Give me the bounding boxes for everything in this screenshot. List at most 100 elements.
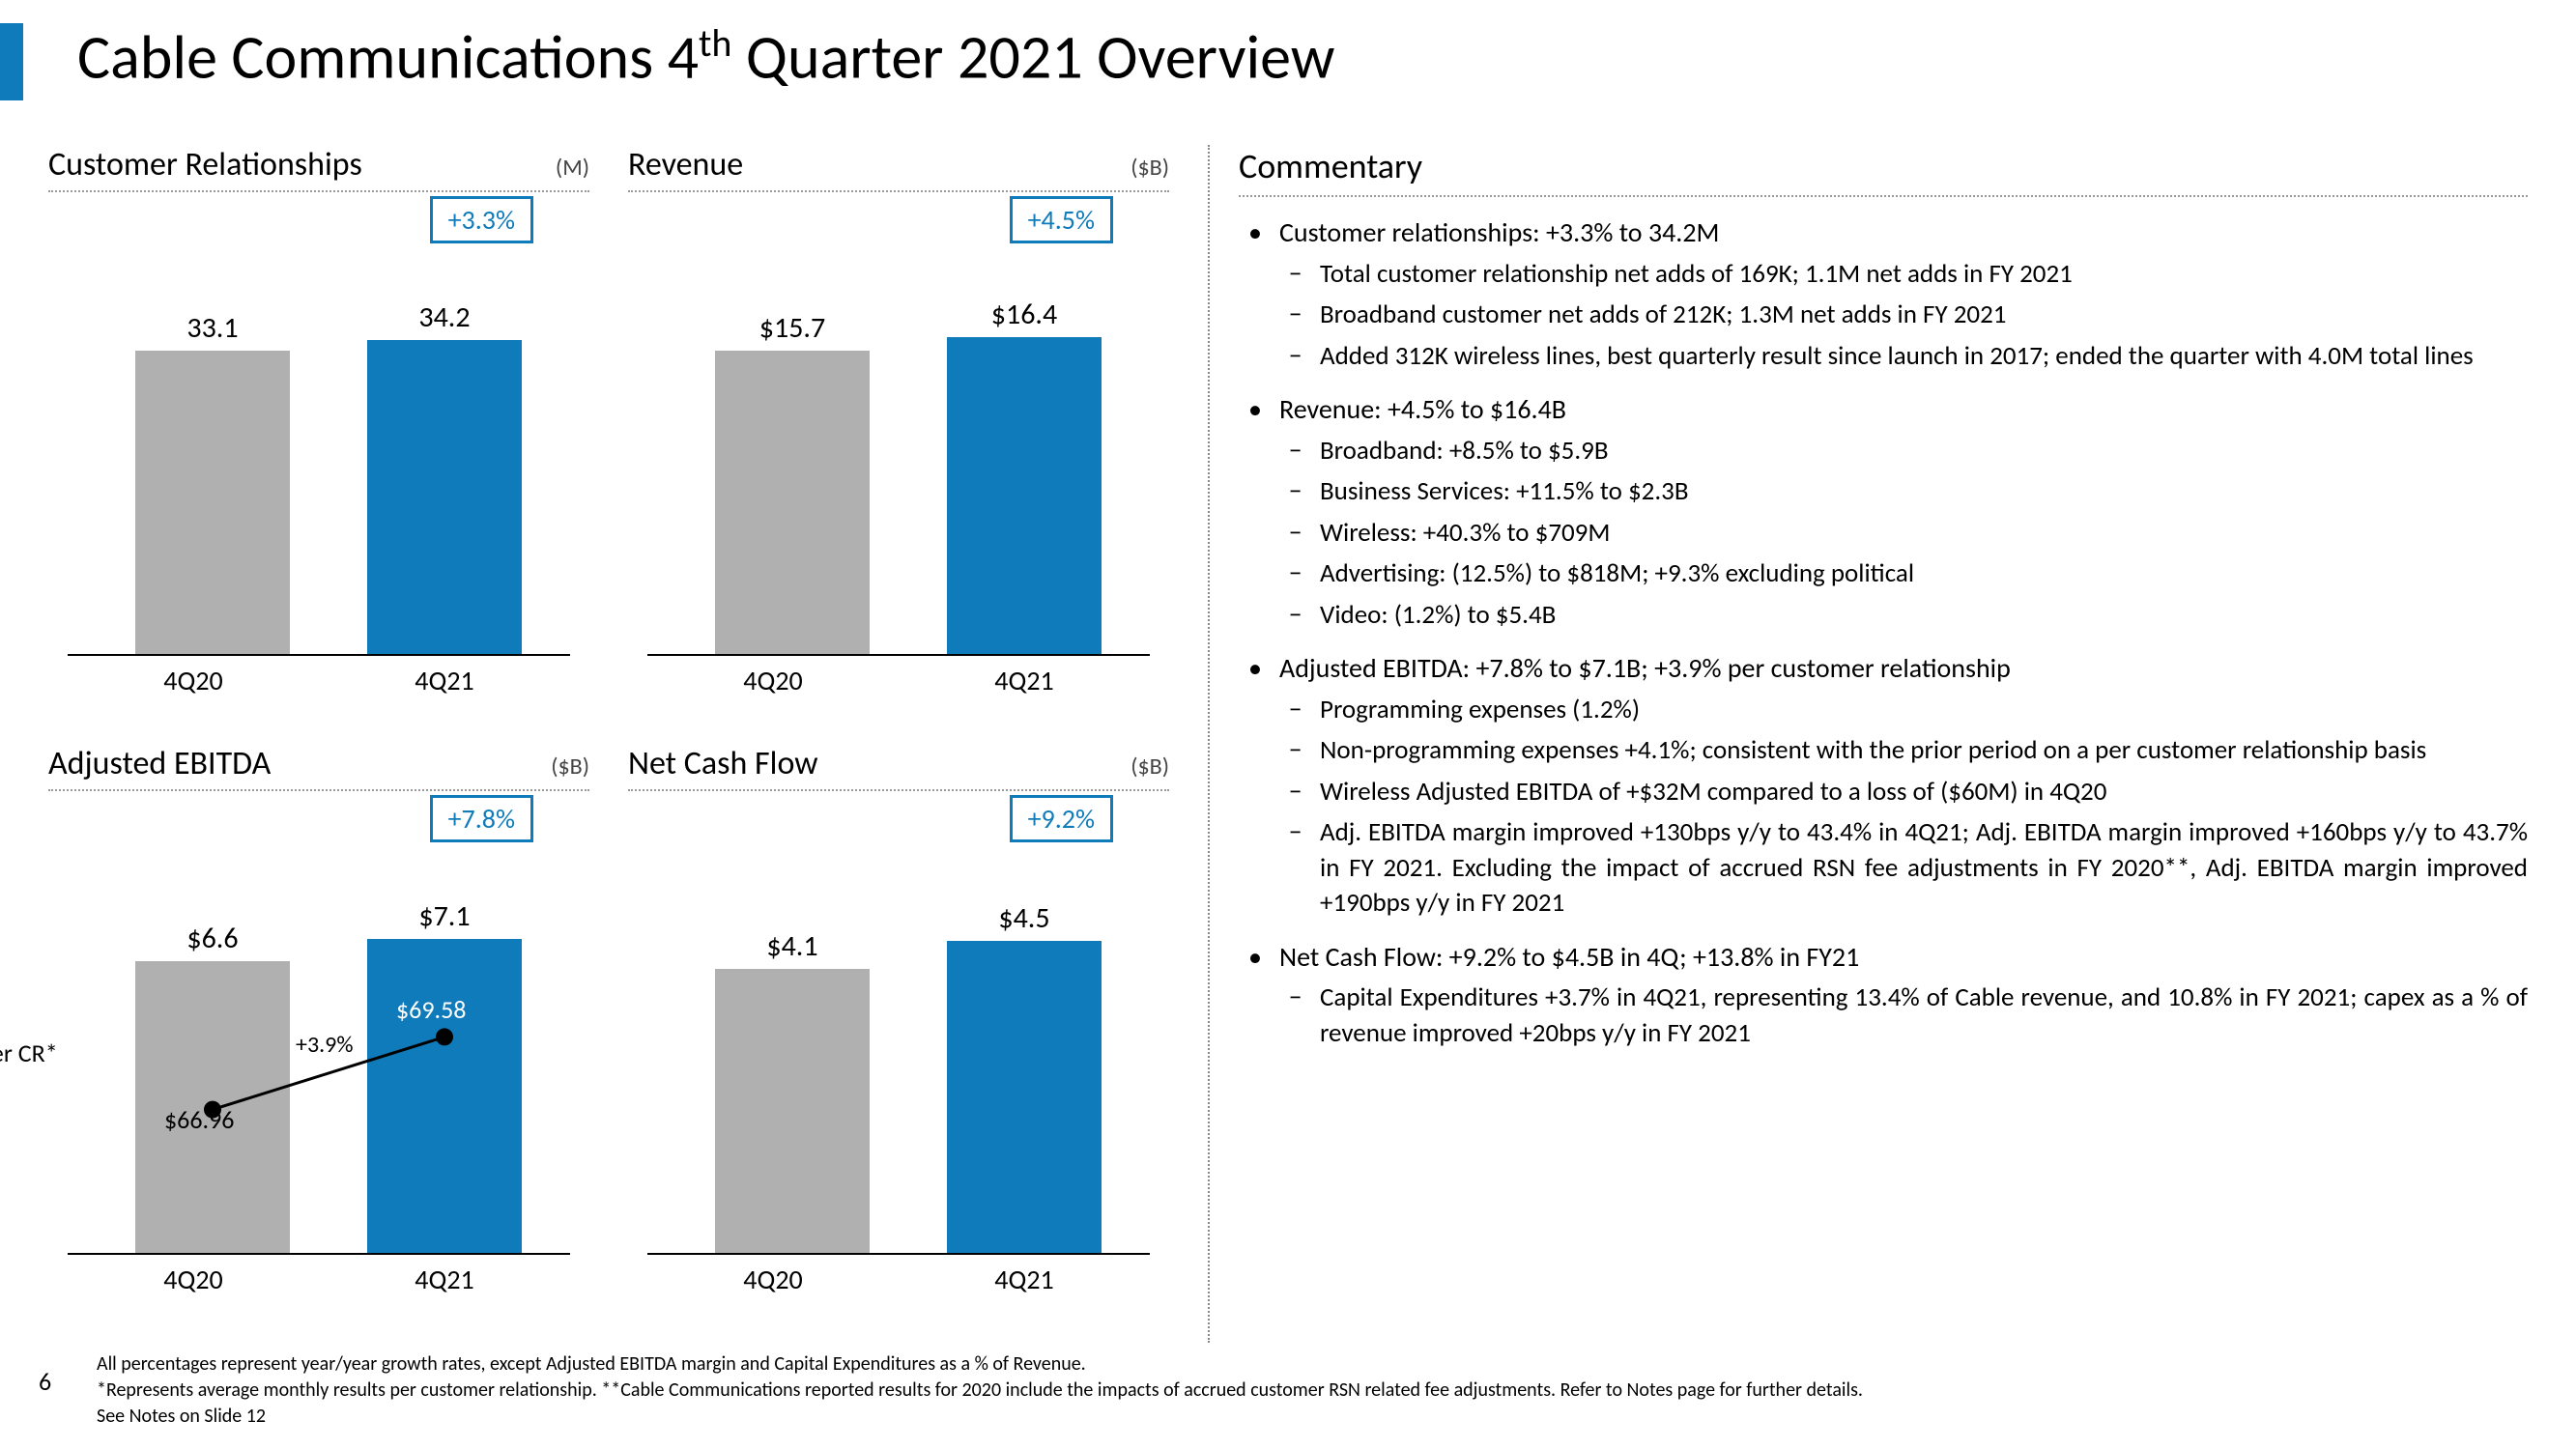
commentary-column: Commentary Customer relationships: +3.3%… — [1239, 145, 2537, 1343]
panel-title: Adjusted EBITDA — [48, 744, 271, 783]
commentary-sublist: Capital Expenditures +3.7% in 4Q21, repr… — [1279, 980, 2528, 1051]
x-label: 4Q20 — [647, 1263, 899, 1296]
panel-header: Net Cash Flow ($B) — [628, 744, 1169, 791]
chart-panel: Revenue ($B) +4.5% $15.7 $16.4 4Q204Q21 — [618, 145, 1179, 744]
growth-badge: +3.3% — [430, 196, 533, 243]
commentary-subitem: Capital Expenditures +3.7% in 4Q21, repr… — [1279, 980, 2528, 1051]
bar-value-label: $4.1 — [715, 928, 870, 964]
commentary-item-text: Net Cash Flow: +9.2% to $4.5B in 4Q; +13… — [1279, 940, 1859, 974]
bar-rect — [715, 969, 870, 1253]
bar: $4.1 — [715, 969, 870, 1253]
commentary-subitem: Wireless: +40.3% to $709M — [1279, 516, 2528, 551]
chart-area: +9.2%$4.1$4.5 — [647, 801, 1150, 1255]
commentary-subitem: Wireless Adjusted EBITDA of +$32M compar… — [1279, 775, 2528, 810]
bar-rect — [947, 337, 1102, 654]
x-axis-labels: 4Q204Q21 — [647, 664, 1150, 697]
chart-panel: Net Cash Flow ($B) +9.2% $4.1 $4.5 4Q204Q21 — [618, 744, 1179, 1343]
x-label: 4Q20 — [68, 664, 319, 697]
bar-value-label: $15.7 — [715, 310, 870, 346]
page-number: 6 — [39, 1366, 51, 1397]
panel-unit: (M) — [556, 154, 589, 182]
x-label: 4Q21 — [899, 664, 1150, 697]
commentary-subitem: Broadband: +8.5% to $5.9B — [1279, 434, 2528, 469]
commentary-item: Adjusted EBITDA: +7.8% to $7.1B; +3.9% p… — [1239, 650, 2528, 921]
footnote-line: See Notes on Slide 12 — [97, 1404, 2518, 1430]
panel-title: Customer Relationships — [48, 145, 362, 185]
chart-panel: Customer Relationships (M) +3.3% 33.1 34.2 4Q… — [39, 145, 599, 744]
commentary-item-text: Adjusted EBITDA: +7.8% to $7.1B; +3.9% p… — [1279, 651, 2011, 685]
bar-rect — [947, 941, 1102, 1253]
commentary-subitem: Adj. EBITDA margin improved +130bps y/y … — [1279, 815, 2528, 921]
panel-header: Adjusted EBITDA ($B) — [48, 744, 589, 791]
bar: 33.1 — [135, 351, 290, 654]
per-cr-value: $66.96 — [164, 1104, 234, 1135]
panel-header: Revenue ($B) — [628, 145, 1169, 192]
slide-title: Cable Communications 4th Quarter 2021 Ov… — [77, 19, 1334, 95]
bar: 34.2 — [367, 340, 522, 654]
chart-area: +4.5%$15.7$16.4 — [647, 202, 1150, 656]
commentary-sublist: Total customer relationship net adds of … — [1279, 257, 2528, 374]
bar-value-label: $4.5 — [947, 900, 1102, 936]
panel-title: Net Cash Flow — [628, 744, 818, 783]
chart-area: +7.8%$6.6$7.1$66.96$69.58+3.9% — [68, 801, 570, 1255]
bar: $16.4 — [947, 337, 1102, 654]
footnote-line: All percentages represent year/year grow… — [97, 1351, 2518, 1378]
commentary-item-text: Customer relationships: +3.3% to 34.2M — [1279, 215, 1719, 249]
growth-badge: +9.2% — [1010, 795, 1113, 842]
bar: $7.1 — [367, 939, 522, 1253]
commentary-item: Customer relationships: +3.3% to 34.2M To… — [1239, 214, 2528, 374]
bar-value-label: $6.6 — [135, 921, 290, 956]
bar-rect — [135, 351, 290, 654]
bar-rect — [367, 939, 522, 1253]
x-label: 4Q21 — [319, 1263, 570, 1296]
panel-unit: ($B) — [551, 753, 589, 781]
per-cr-growth: +3.9% — [296, 1031, 354, 1059]
x-axis-labels: 4Q204Q21 — [68, 1263, 570, 1296]
panel-unit: ($B) — [1131, 154, 1169, 182]
bar-value-label: $16.4 — [947, 297, 1102, 332]
commentary-subitem: Programming expenses (1.2%) — [1279, 693, 2528, 727]
bar-value-label: 33.1 — [135, 310, 290, 346]
commentary-subitem: Advertising: (12.5%) to $818M; +9.3% exc… — [1279, 556, 2528, 591]
commentary-sublist: Broadband: +8.5% to $5.9B Business Servic… — [1279, 434, 2528, 633]
bar: $15.7 — [715, 351, 870, 654]
chart-area: +3.3%33.134.2 — [68, 202, 570, 656]
charts-column: Customer Relationships (M) +3.3% 33.1 34.2 4Q… — [39, 145, 1179, 1343]
growth-badge: +4.5% — [1010, 196, 1113, 243]
x-label: 4Q21 — [899, 1263, 1150, 1296]
growth-badge: +7.8% — [430, 795, 533, 842]
title-pre: Cable Communications 4 — [77, 19, 699, 95]
commentary-heading: Commentary — [1239, 145, 2528, 197]
per-cr-value: $69.58 — [396, 994, 466, 1025]
commentary-subitem: Business Services: +11.5% to $2.3B — [1279, 474, 2528, 509]
chart-panel: Adjusted EBITDA($B)Per CR*+7.8%$6.6$7.1$… — [39, 744, 599, 1343]
bar-rect — [715, 351, 870, 654]
commentary-item: Net Cash Flow: +9.2% to $4.5B in 4Q; +13… — [1239, 939, 2528, 1052]
footnote-line: *Represents average monthly results per … — [97, 1378, 2518, 1404]
title-post: Quarter 2021 Overview — [731, 19, 1334, 95]
accent-bar — [0, 23, 23, 100]
bar-value-label: 34.2 — [367, 299, 522, 335]
bar-rect — [367, 340, 522, 654]
commentary-subitem: Added 312K wireless lines, best quarterl… — [1279, 339, 2528, 374]
commentary-item-text: Revenue: +4.5% to $16.4B — [1279, 392, 1566, 426]
panel-header: Customer Relationships (M) — [48, 145, 589, 192]
panel-title: Revenue — [628, 145, 743, 185]
panel-unit: ($B) — [1131, 753, 1169, 781]
title-sup: th — [699, 19, 731, 67]
commentary-subitem: Non-programming expenses +4.1%; consiste… — [1279, 733, 2528, 768]
content-area: Customer Relationships (M) +3.3% 33.1 34.2 4Q… — [39, 145, 2537, 1343]
x-axis-labels: 4Q204Q21 — [647, 1263, 1150, 1296]
commentary-list: Customer relationships: +3.3% to 34.2M To… — [1239, 214, 2528, 1051]
commentary-sublist: Programming expenses (1.2%) Non-programmi… — [1279, 693, 2528, 922]
footnotes: All percentages represent year/year grow… — [97, 1351, 2518, 1430]
per-cr-label: Per CR* — [0, 1037, 58, 1068]
x-label: 4Q20 — [68, 1263, 319, 1296]
x-axis-labels: 4Q204Q21 — [68, 664, 570, 697]
bar: $4.5 — [947, 941, 1102, 1253]
commentary-item: Revenue: +4.5% to $16.4B Broadband: +8.5%… — [1239, 391, 2528, 633]
x-label: 4Q21 — [319, 664, 570, 697]
bar-value-label: $7.1 — [367, 898, 522, 934]
commentary-subitem: Video: (1.2%) to $5.4B — [1279, 598, 2528, 633]
commentary-subitem: Broadband customer net adds of 212K; 1.3… — [1279, 298, 2528, 332]
